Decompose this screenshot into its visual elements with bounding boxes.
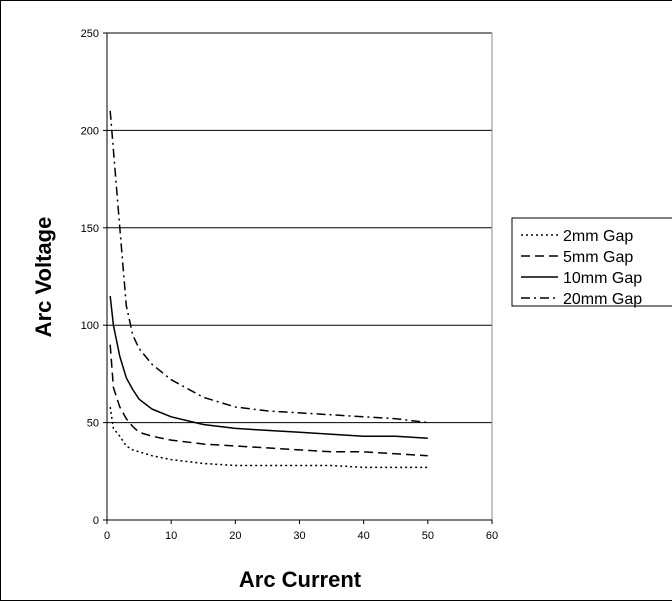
y-tick-label-0: 0: [93, 515, 99, 527]
legend: 2mm Gap 5mm Gap 10mm Gap 20mm Gap: [511, 217, 672, 308]
y-tick-label-2: 100: [81, 320, 99, 332]
legend-label-0: 2mm Gap: [563, 228, 633, 245]
x-tick-label-5: 50: [422, 530, 434, 542]
y-tick-label-4: 200: [81, 125, 99, 137]
series-line-1: [109, 344, 428, 457]
tick-labels: 0 50 100 150 200 250 0 10 20 30 40 50 60: [81, 28, 498, 542]
x-tick-label-4: 40: [358, 530, 370, 542]
series-lines: [109, 110, 428, 469]
y-tick-label-3: 150: [81, 223, 99, 235]
grid-lines: [107, 32, 492, 424]
y-tick-label-1: 50: [87, 418, 99, 430]
series-line-0: [109, 406, 428, 469]
axes: [103, 32, 493, 524]
x-axis-title: Arc Current: [239, 567, 362, 592]
x-tick-label-3: 30: [293, 530, 305, 542]
y-tick-label-5: 250: [81, 28, 99, 40]
legend-label-3: 20mm Gap: [563, 291, 642, 308]
series-line-3: [109, 110, 428, 424]
x-tick-label-2: 20: [229, 530, 241, 542]
x-tick-label-0: 0: [104, 530, 110, 542]
x-tick-label-1: 10: [165, 530, 177, 542]
legend-label-2: 10mm Gap: [563, 270, 642, 287]
legend-label-1: 5mm Gap: [563, 249, 633, 266]
y-axis-title: Arc Voltage: [31, 217, 56, 338]
legend-box: [511, 217, 672, 307]
series-line-2: [109, 295, 428, 439]
x-tick-label-6: 60: [486, 530, 498, 542]
